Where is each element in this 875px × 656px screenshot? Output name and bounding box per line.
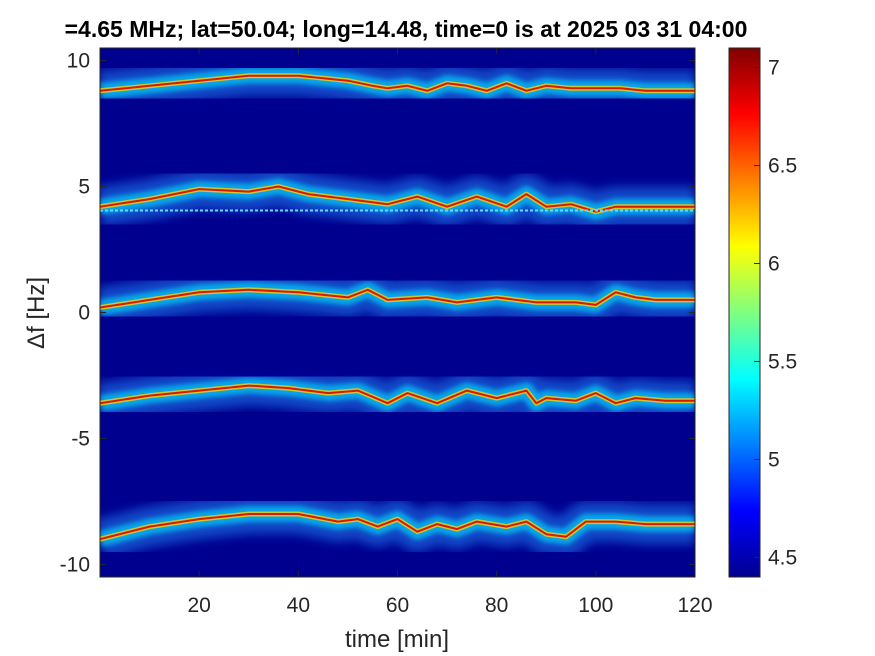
trace-group [100,55,695,111]
chart-title: =4.65 MHz; lat=50.04; long=14.48, time=0… [65,16,748,42]
trace-4hz [100,185,695,213]
colorbar-ticks: 4.5 5 5.5 6 6.5 7 [754,57,797,569]
x-axis-label: time [min] [345,626,449,653]
x-tick-label: 80 [485,594,508,617]
colorbar-tick-label: 4.5 [768,546,797,569]
colorbar-tick-label: 5.5 [768,350,797,373]
y-tick-label: 10 [67,50,90,73]
y-tick-label: -5 [71,427,90,450]
trace-group [100,166,695,232]
trace-group [100,365,695,424]
trace-group [100,494,695,559]
x-tick-label: 40 [287,594,310,617]
trace-10hz [100,74,695,92]
x-tick-label: 100 [578,594,613,617]
y-tick-label: 5 [78,176,90,199]
y-axis-label: Δf [Hz] [23,277,50,349]
colorbar-tick-label: 5 [768,448,780,471]
y-tick-label: -10 [60,553,90,576]
x-axis-ticks: 20 40 60 80 100 120 [187,48,713,617]
trace-minus3.5hz [100,384,695,405]
y-axis-ticks: 10 5 0 -5 -10 [60,50,695,576]
colorbar-tick-label: 6.5 [768,155,797,178]
x-tick-label: 120 [677,594,712,617]
x-tick-label: 60 [386,594,409,617]
colorbar-tick-label: 7 [768,57,780,80]
trace-layer [100,55,695,559]
trace-group [100,269,695,328]
x-tick-label: 20 [187,594,210,617]
colorbar-tick-label: 6 [768,253,780,276]
trace-minus8.5hz [100,513,695,541]
trace-0hz [100,288,695,309]
y-tick-label: 0 [78,302,90,325]
colorbar [728,47,761,578]
